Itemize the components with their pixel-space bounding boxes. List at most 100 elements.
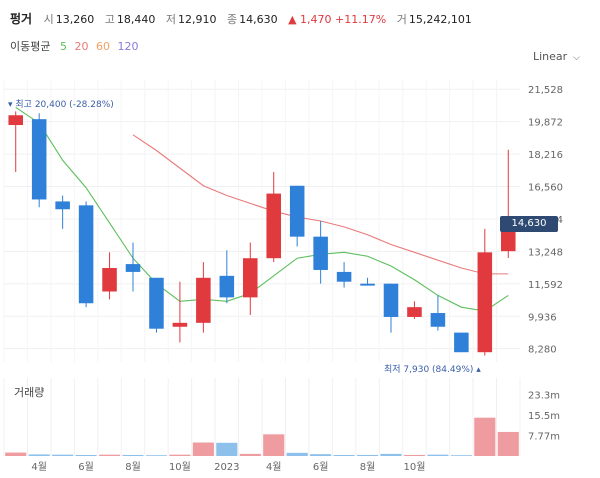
high-marker: ▾ 최고 20,400 (-28.28%) xyxy=(8,97,114,110)
volume-bar xyxy=(474,417,496,456)
ma120-legend[interactable]: 120 xyxy=(117,40,139,53)
candle-body xyxy=(219,275,235,298)
candle-body xyxy=(196,277,211,323)
price-tick-label: 16,560 xyxy=(528,183,563,194)
grid-lines xyxy=(3,80,520,362)
volume-bar xyxy=(356,454,379,456)
time-tick-label: 8월 xyxy=(360,461,376,473)
candle-body xyxy=(55,201,70,210)
candle-body xyxy=(266,193,281,259)
high-marker-text: 최고 20,400 (-28.28%) xyxy=(15,100,114,110)
summary-header: 펑거 시 13,260 고 18,440 저 12,910 종 14,630 ▲ 1,4… xyxy=(10,10,590,30)
volume-bar xyxy=(5,452,27,456)
price-tick-label: 13,248 xyxy=(528,247,563,258)
volume-bar xyxy=(450,455,472,456)
candle-body xyxy=(477,252,493,353)
ma5-line xyxy=(15,106,509,312)
volume-bar xyxy=(310,454,332,456)
volume-bar xyxy=(122,454,144,456)
price-tick-label: 11,592 xyxy=(528,280,563,291)
price-tick-label: 21,528 xyxy=(528,85,563,96)
volume-axis: 23.3m 15.5m 7.77m xyxy=(528,390,560,442)
price-tick-label: 8,280 xyxy=(528,345,557,356)
volume-bar xyxy=(263,434,285,456)
close-value: 14,630 xyxy=(239,13,278,26)
volume-bar xyxy=(145,455,168,456)
volume-bar xyxy=(169,454,191,456)
moving-average-legend: 이동평균 5 20 60 120 xyxy=(10,38,142,54)
scale-dropdown[interactable]: Linear ⌵ xyxy=(533,50,580,63)
candle-body xyxy=(383,283,399,317)
volume-bar xyxy=(380,453,402,456)
time-tick-label: 4월 xyxy=(31,461,47,473)
time-tick-label: 6월 xyxy=(78,461,94,473)
time-tick-label: 4월 xyxy=(266,461,282,473)
volume-bar xyxy=(28,454,50,456)
volume-bar xyxy=(333,454,355,456)
time-axis: 4월 6월 8월 10월 2023 4월 6월 8월 10월 xyxy=(31,461,425,473)
candle-body xyxy=(243,258,258,298)
candle-body xyxy=(31,119,47,200)
time-tick-label: 2023 xyxy=(214,462,239,473)
candles xyxy=(8,111,516,356)
volume-tick-label: 23.3m xyxy=(528,390,560,401)
ma5-series xyxy=(15,106,509,312)
volume-tick-label: 15.5m xyxy=(528,411,560,422)
candle-body xyxy=(360,283,375,286)
volume-bar xyxy=(192,442,214,456)
price-tick-label: 9,936 xyxy=(528,312,557,323)
volume-tick-label: 7.77m xyxy=(528,431,560,442)
low-marker: 최저 7,930 (84.49%) ▴ xyxy=(384,362,481,375)
volume-bar xyxy=(286,452,308,456)
low-marker-icon: ▴ xyxy=(476,365,481,375)
candle-body xyxy=(454,332,469,353)
high-value: 18,440 xyxy=(116,13,156,26)
candle-body xyxy=(125,264,141,272)
scale-label: Linear xyxy=(532,50,568,63)
low-value: 12,910 xyxy=(177,13,217,26)
volume-bar xyxy=(403,454,426,456)
candle-body xyxy=(336,271,352,282)
low-marker-text: 최저 7,930 (84.49%) xyxy=(384,365,474,375)
time-tick-label: 8월 xyxy=(125,461,141,473)
time-tick-label: 10월 xyxy=(169,461,191,473)
volume-bar xyxy=(216,442,238,456)
moving-average-label: 이동평균 xyxy=(10,40,51,53)
candle-body xyxy=(102,268,117,292)
volume-bar xyxy=(98,454,121,456)
candle-body xyxy=(149,277,164,329)
volume-label: 거 xyxy=(396,13,407,26)
candle-body xyxy=(313,236,328,270)
price-tick-label: 19,872 xyxy=(528,118,563,129)
volume-bar xyxy=(52,454,74,456)
volume-bar xyxy=(75,454,97,456)
ma5-legend[interactable]: 5 xyxy=(59,40,67,53)
volume-title: 거래량 xyxy=(14,386,45,399)
volume-bar xyxy=(239,453,261,456)
candle-body xyxy=(289,185,305,237)
candle-body xyxy=(430,313,446,327)
open-value: 13,260 xyxy=(55,13,95,26)
ma60-legend[interactable]: 60 xyxy=(95,40,110,53)
volume-value: 15,242,101 xyxy=(408,13,472,26)
time-tick-label: 10월 xyxy=(403,461,425,473)
candle-body xyxy=(8,115,23,126)
volume-bar xyxy=(427,454,449,456)
volume-bars xyxy=(3,378,521,456)
open-label: 시 xyxy=(43,13,54,26)
time-tick-label: 6월 xyxy=(313,461,329,473)
candle-body xyxy=(172,322,188,327)
candle-body xyxy=(407,307,422,317)
chevron-down-icon: ⌵ xyxy=(573,53,580,63)
high-marker-icon: ▾ xyxy=(8,100,13,110)
price-tick-label: 18,216 xyxy=(528,150,563,161)
candle-body xyxy=(78,205,94,304)
close-label: 종 xyxy=(226,13,238,26)
last-price-badge: 14,630 xyxy=(500,216,558,232)
ticker-name: 펑거 xyxy=(10,12,33,26)
low-label: 저 xyxy=(165,13,176,26)
change-value: ▲ 1,470 +11.17% xyxy=(288,13,387,26)
ma20-legend[interactable]: 20 xyxy=(74,40,89,53)
high-label: 고 xyxy=(104,13,115,26)
